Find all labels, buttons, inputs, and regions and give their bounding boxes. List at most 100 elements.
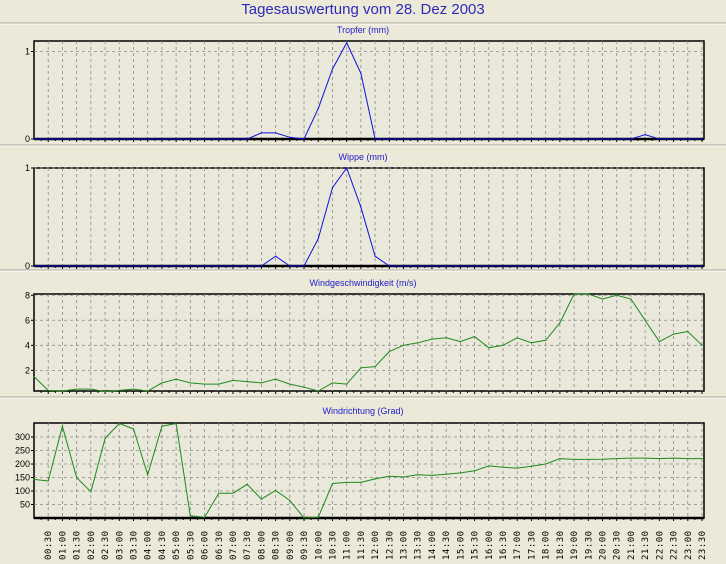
plot-area xyxy=(33,40,705,140)
data-point xyxy=(317,107,319,109)
data-line xyxy=(34,166,702,267)
data-point xyxy=(303,517,305,519)
y-tick-label: 4 xyxy=(25,340,30,350)
data-point xyxy=(33,376,35,378)
data-point xyxy=(317,516,319,518)
x-tick-label: 00:30 xyxy=(44,530,54,560)
data-point xyxy=(488,347,490,349)
data-point xyxy=(402,138,405,140)
x-tick-label: 21:00 xyxy=(627,530,637,560)
data-point xyxy=(374,255,376,257)
data-point xyxy=(644,265,646,267)
chart-title: Windgeschwindigkeit (m/s) xyxy=(309,278,416,288)
data-point xyxy=(360,72,362,74)
data-point xyxy=(488,465,490,467)
data-point xyxy=(459,138,461,140)
data-point xyxy=(346,42,348,44)
data-point xyxy=(303,138,305,140)
x-tick-label: 18:00 xyxy=(542,530,552,560)
data-point xyxy=(132,428,135,430)
chart-title: Tropfer (mm) xyxy=(337,25,389,35)
x-tick-label: 12:00 xyxy=(371,530,381,560)
data-point xyxy=(346,383,348,385)
x-tick-label: 07:30 xyxy=(243,530,253,560)
data-point xyxy=(289,265,291,267)
data-point xyxy=(658,138,660,140)
data-point xyxy=(417,265,419,267)
data-point xyxy=(417,138,419,140)
data-point xyxy=(47,389,49,391)
data-point xyxy=(47,265,49,267)
data-point xyxy=(630,138,632,140)
data-point xyxy=(161,382,163,384)
data-point xyxy=(289,499,291,502)
data-point xyxy=(473,470,476,472)
data-point xyxy=(473,138,476,140)
plot-area xyxy=(33,293,705,392)
data-point xyxy=(118,389,120,391)
x-tick-label: 05:30 xyxy=(186,530,196,560)
data-point xyxy=(218,265,220,267)
x-tick-label: 03:30 xyxy=(129,530,139,560)
data-point xyxy=(672,265,675,267)
data-point xyxy=(545,339,547,341)
y-tick-label: 1 xyxy=(25,47,30,57)
data-point xyxy=(147,265,149,267)
data-point xyxy=(587,458,589,461)
data-point xyxy=(189,515,191,517)
data-point xyxy=(445,138,447,140)
data-point xyxy=(658,340,660,343)
data-point xyxy=(559,458,561,460)
x-tick-label: 19:00 xyxy=(570,530,580,560)
y-tick-label: 200 xyxy=(15,459,30,469)
x-tick-label: 23:30 xyxy=(698,530,708,560)
data-point xyxy=(218,383,220,385)
data-point xyxy=(516,467,518,469)
x-tick-label: 11:00 xyxy=(343,530,353,560)
x-tick-label: 13:00 xyxy=(400,530,410,560)
data-point xyxy=(147,138,149,140)
data-point xyxy=(402,344,405,346)
data-point xyxy=(601,458,604,460)
chart-title: Wippe (mm) xyxy=(339,152,388,162)
data-point xyxy=(132,388,135,390)
data-point xyxy=(559,322,561,324)
x-tick-label: 02:30 xyxy=(101,530,111,560)
x-tick-label: 14:00 xyxy=(428,530,438,560)
data-point xyxy=(630,265,632,267)
data-point xyxy=(587,265,589,267)
x-tick-label: 15:00 xyxy=(456,530,466,560)
x-tick-label: 22:30 xyxy=(670,530,680,560)
x-tick-label: 23:00 xyxy=(684,530,694,560)
data-point xyxy=(516,138,518,140)
x-tick-label: 10:30 xyxy=(328,530,338,560)
data-point xyxy=(275,132,277,134)
data-point xyxy=(203,138,206,140)
data-point xyxy=(388,475,390,477)
data-point xyxy=(545,265,547,267)
data-point xyxy=(431,138,433,140)
data-point xyxy=(417,342,419,344)
data-point xyxy=(601,265,604,267)
data-point xyxy=(203,383,206,385)
data-point xyxy=(516,265,518,267)
x-tick-label: 20:00 xyxy=(599,530,609,560)
data-point xyxy=(445,337,447,339)
data-point xyxy=(275,378,277,380)
data-point xyxy=(260,132,263,134)
data-point xyxy=(644,134,646,136)
data-point xyxy=(687,330,689,333)
data-point xyxy=(658,265,660,267)
data-point xyxy=(701,265,703,267)
data-point xyxy=(459,265,461,267)
data-point xyxy=(289,136,291,138)
chart-panel: Windgeschwindigkeit (m/s) 2 4 6 8 xyxy=(25,278,705,394)
data-point xyxy=(246,265,248,267)
data-point xyxy=(488,138,490,140)
data-point xyxy=(502,466,504,468)
data-point xyxy=(559,138,561,140)
data-point xyxy=(76,265,78,267)
data-point xyxy=(445,265,447,267)
data-point xyxy=(246,381,248,383)
data-point xyxy=(687,265,689,267)
